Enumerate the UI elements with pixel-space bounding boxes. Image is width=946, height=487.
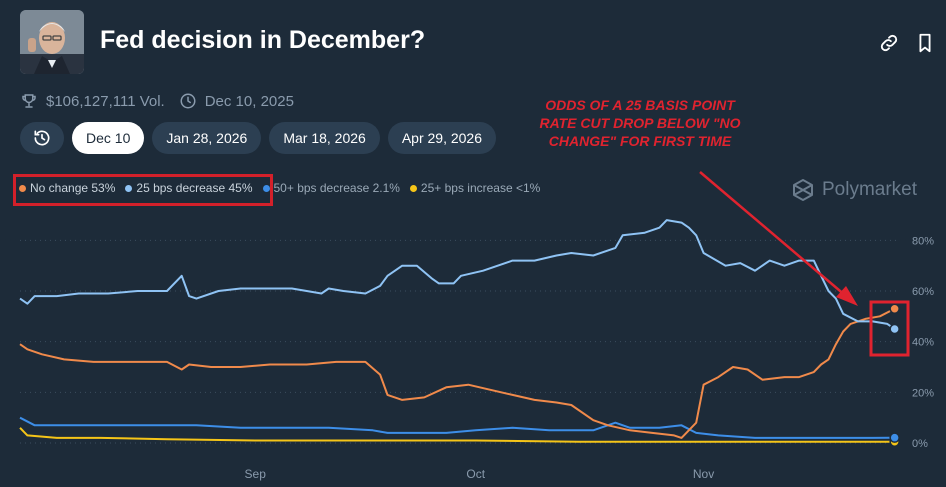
y-tick-label: 60% [912, 286, 934, 298]
legend-highlight-box [13, 174, 273, 206]
link-icon[interactable] [878, 32, 900, 54]
chart-legend: No change 53% 25 bps decrease 45% 50+ bp… [19, 181, 550, 195]
series-line-50-bps-decrease [19, 416, 895, 439]
chart-annotation: ODDS OF A 25 BASIS POINT RATE CUT DROP B… [539, 97, 741, 149]
bookmark-icon[interactable] [914, 32, 936, 54]
annotation-arrowhead [836, 286, 858, 306]
history-icon [34, 130, 50, 146]
series-line-25-bps-increase [19, 427, 895, 443]
trophy-icon [22, 94, 36, 108]
x-tick-label: Sep [245, 467, 267, 481]
date-tabs: Dec 10 Jan 28, 2026 Mar 18, 2026 Apr 29,… [20, 122, 496, 154]
series-endpoint [889, 432, 900, 443]
x-tick-label: Nov [693, 467, 714, 481]
series-endpoint [889, 303, 900, 314]
y-tick-label: 20% [912, 387, 934, 399]
x-tick-label: Oct [466, 467, 485, 481]
legend-50bps-decrease: 50+ bps decrease 2.1% [262, 181, 400, 195]
market-title: Fed decision in December? [100, 26, 426, 54]
tab-dec-10[interactable]: Dec 10 [72, 122, 145, 154]
legend-25bps-increase: 25+ bps increase <1% [409, 181, 540, 195]
legend-25bps-decrease: 25 bps decrease 45% [125, 181, 253, 195]
history-button[interactable] [20, 122, 64, 154]
market-meta: $106,127,111 Vol. Dec 10, 2025 [20, 90, 294, 112]
tab-jan-28-2026[interactable]: Jan 28, 2026 [152, 122, 262, 154]
volume-text: $106,127,111 Vol. [46, 92, 165, 110]
y-tick-label: 40% [912, 337, 934, 349]
tab-apr-29-2026[interactable]: Apr 29, 2026 [387, 122, 496, 154]
end-date-text: Dec 10, 2025 [204, 92, 294, 110]
y-tick-label: 0% [912, 438, 928, 450]
polymarket-logo-icon [793, 179, 813, 201]
polymarket-watermark: Polymarket [792, 178, 917, 202]
legend-no-change: No change 53% [19, 181, 115, 195]
series-endpoint [889, 323, 900, 335]
crossover-highlight-box [869, 300, 910, 357]
tab-mar-18-2026[interactable]: Mar 18, 2026 [269, 122, 380, 154]
series-line-no-change [19, 307, 896, 439]
y-tick-label: 80% [912, 235, 934, 247]
clock-icon [180, 93, 196, 109]
annotation-arrow [699, 171, 847, 297]
series-line-25-bps-decrease [19, 219, 896, 330]
market-avatar [20, 10, 84, 74]
